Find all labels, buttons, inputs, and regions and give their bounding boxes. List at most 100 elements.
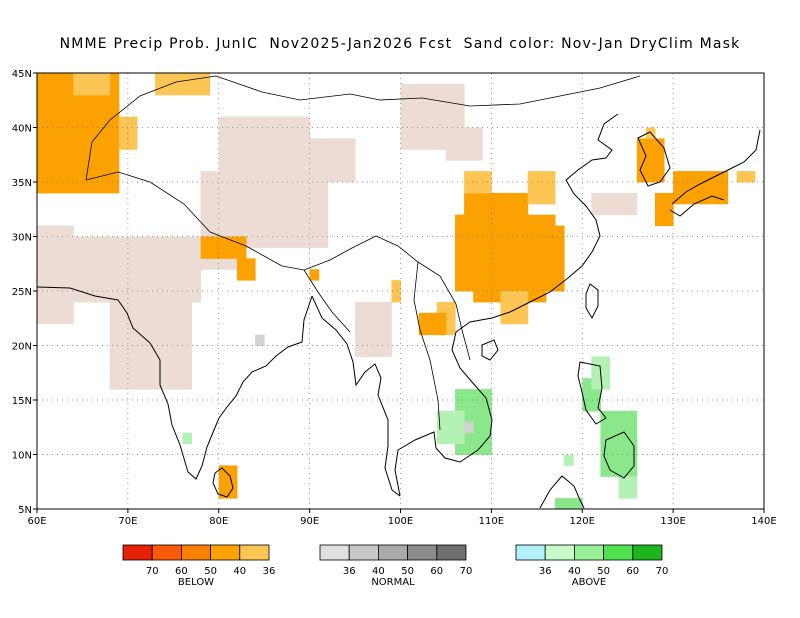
probability-cell (136, 334, 147, 346)
probability-cell (118, 269, 129, 281)
probability-cell (246, 236, 256, 248)
probability-cell (109, 182, 120, 194)
probability-cell (236, 225, 247, 237)
probability-cell (91, 160, 102, 172)
probability-cell (418, 83, 429, 96)
probability-cell (464, 171, 474, 183)
probability-cell (236, 138, 247, 150)
probability-cell (146, 345, 156, 357)
probability-cell (364, 312, 374, 325)
inner-borders (85, 75, 641, 431)
probability-cell (491, 280, 501, 292)
probability-cell (218, 127, 229, 139)
probability-cell (118, 247, 129, 259)
probability-cell (618, 410, 629, 423)
probability-cell (309, 149, 320, 161)
probability-cell (64, 269, 74, 281)
probability-cell (164, 356, 174, 368)
legend-tick-label: 60 (175, 566, 188, 577)
axis-ticks: 60E 70E 80E 90E 100E 110E 120E 130E 140E 5N 10N 15N… (12, 69, 777, 527)
probability-cell (91, 269, 102, 281)
probability-cell (255, 203, 265, 216)
probability-cell (37, 236, 47, 248)
probability-cell (100, 116, 111, 128)
probability-cell (291, 182, 302, 194)
probability-cell (300, 192, 311, 205)
probability-cell (591, 356, 601, 368)
probability-cell (327, 149, 338, 161)
probability-cell (627, 410, 638, 423)
probability-cell (236, 116, 247, 128)
probability-cell (473, 280, 483, 292)
lon-tick-label: 130E (660, 516, 685, 527)
probability-cell (536, 247, 547, 259)
probability-cell (545, 192, 556, 205)
probability-cell (473, 269, 483, 281)
lon-tick-label: 140E (751, 516, 776, 527)
probability-cell (255, 236, 265, 248)
probability-cell (73, 94, 83, 107)
probability-cell (264, 138, 274, 150)
probability-cell (64, 247, 74, 259)
legend-tick-label: 50 (204, 566, 217, 577)
probability-cell (518, 312, 529, 325)
probability-cell (427, 323, 438, 336)
probability-cell (73, 280, 83, 292)
probability-cell (282, 214, 292, 227)
probability-cell (473, 171, 483, 183)
probability-cell (282, 203, 292, 216)
legend-below: 70 60 50 40 36 BELOW (122, 544, 275, 588)
probability-cell (464, 247, 474, 259)
lat-tick-label: 5N (18, 505, 32, 516)
probability-cell (464, 182, 474, 194)
probability-cell (600, 421, 611, 434)
probability-cell (136, 345, 147, 357)
probability-cell (473, 225, 483, 237)
probability-cell (527, 269, 538, 281)
probability-cell (491, 225, 501, 237)
probability-cell (500, 280, 511, 292)
lat-tick-label: 20N (12, 342, 32, 353)
probability-cell (273, 127, 283, 139)
probability-cell (464, 214, 474, 227)
probability-cell (318, 171, 329, 183)
probability-cell (364, 323, 374, 336)
probability-cell (527, 236, 538, 248)
probability-cell (46, 149, 56, 161)
probability-cell (418, 312, 429, 325)
probability-cell (436, 116, 447, 128)
probability-cell (164, 269, 174, 281)
probability-cell (554, 280, 565, 292)
probability-cell (482, 432, 492, 445)
probability-cell (146, 291, 156, 303)
probability-cell (436, 323, 447, 336)
probability-cell (509, 312, 520, 325)
probability-cell (264, 214, 274, 227)
probability-cell (173, 291, 183, 303)
probability-cell (100, 182, 111, 194)
probability-cell (82, 269, 93, 281)
probability-cell (364, 345, 374, 357)
probability-cell (273, 138, 283, 150)
bay-of-bengal-coast (311, 295, 401, 497)
probability-cell (455, 214, 465, 227)
probability-cell (618, 432, 629, 445)
probability-cell (100, 83, 111, 96)
probability-cell (218, 247, 229, 259)
probability-cell (155, 236, 165, 248)
probability-cell (146, 301, 156, 314)
probability-cell (309, 236, 320, 248)
probability-cell (391, 280, 401, 292)
probability-cells (37, 73, 756, 510)
legend-tick-label: 36 (539, 566, 552, 577)
probability-cell (82, 236, 93, 248)
probability-cell (427, 83, 438, 96)
coastlines (36, 75, 761, 509)
probability-cell (654, 149, 665, 161)
probability-cell (46, 127, 56, 139)
probability-cell (155, 323, 165, 336)
probability-cell (654, 160, 665, 172)
probability-cell (200, 73, 211, 85)
probability-cell (509, 225, 520, 237)
probability-cell (591, 203, 601, 216)
